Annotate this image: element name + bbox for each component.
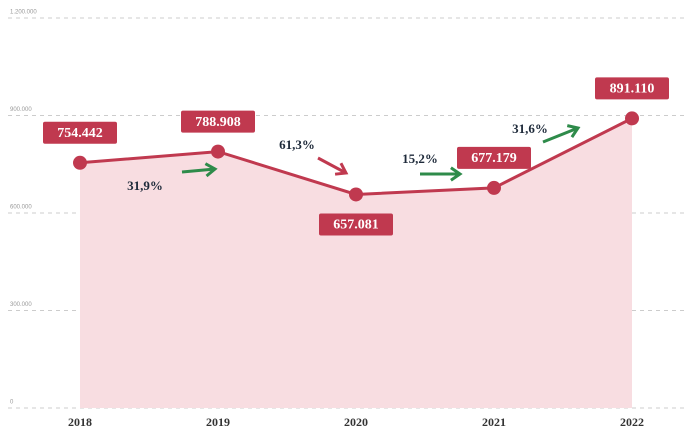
value-label-box <box>43 121 117 144</box>
point <box>487 180 501 195</box>
x-tick-label: 2022 <box>620 415 644 429</box>
x-tick-label: 2018 <box>68 415 92 429</box>
y-tick-label: 900.000 <box>10 107 32 113</box>
area <box>80 118 632 408</box>
point <box>211 144 225 159</box>
arrow-shaft <box>317 156 347 175</box>
value-label: 788.908 <box>195 115 241 130</box>
annotation: 61,3% <box>279 137 315 152</box>
value-label: 754.442 <box>57 126 103 141</box>
arrow-head <box>334 162 349 176</box>
y-tick-label: 0 <box>10 400 14 406</box>
x-tick-label: 2021 <box>482 415 506 429</box>
point <box>73 155 87 170</box>
annotation: 31,6% <box>512 121 548 136</box>
x-tick-label: 2019 <box>206 415 230 429</box>
value-label: 677.179 <box>471 151 517 166</box>
arrow-head <box>566 124 581 138</box>
arrow-shaft <box>181 167 216 174</box>
y-tick-label: 1.200.000 <box>10 10 37 16</box>
point <box>349 187 363 202</box>
value-label-box <box>181 110 255 133</box>
point <box>625 111 639 126</box>
arrow-head <box>204 162 218 178</box>
value-label-box <box>595 77 669 100</box>
x-tick-label: 2020 <box>344 415 368 429</box>
y-tick-label: 300.000 <box>10 302 32 308</box>
value-label-box <box>319 213 393 236</box>
value-label: 657.081 <box>333 218 379 233</box>
annotation: 15,2% <box>402 151 438 166</box>
arrow-head <box>450 166 463 182</box>
arrow-shaft <box>542 126 579 144</box>
y-tick-label: 600.000 <box>10 205 32 211</box>
value-label-box <box>457 146 531 169</box>
value-label: 891.110 <box>610 82 655 97</box>
annotation: 31,9% <box>127 178 163 193</box>
